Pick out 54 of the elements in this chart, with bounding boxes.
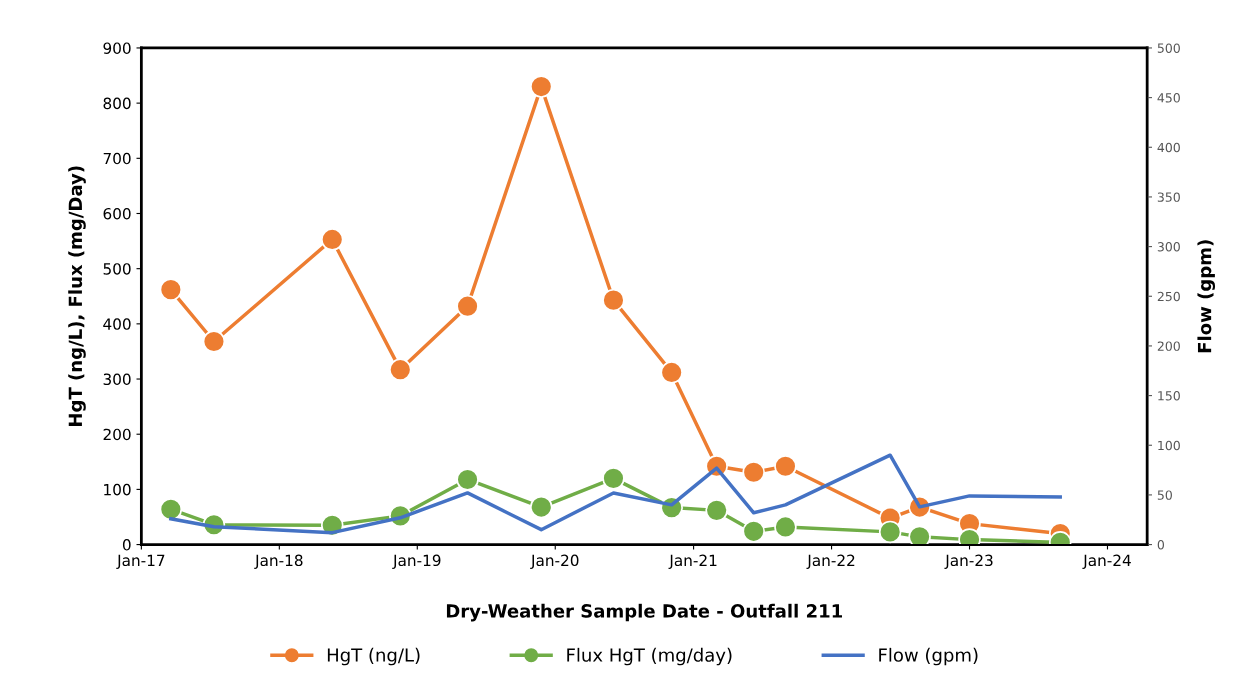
y2-tick-label: 400 <box>1157 142 1180 153</box>
point <box>320 228 344 251</box>
legend-label: Flux HgT (mg/day) <box>567 647 732 666</box>
y-tick-label: 0 <box>122 539 131 551</box>
x-tick-label: Jan-24 <box>1082 554 1131 569</box>
point <box>530 75 553 98</box>
x-tick-label: Jan-17 <box>116 554 165 569</box>
y2-tick-label: 250 <box>1157 291 1180 302</box>
x-tick-label: Jan-18 <box>254 554 303 569</box>
y2-tick-label: 450 <box>1157 93 1180 103</box>
y2-tick-label: 50 <box>1157 490 1172 500</box>
x-tick-label: Jan-23 <box>944 554 993 569</box>
y2-axis-title: Flow (gpm) <box>1197 240 1216 353</box>
y2-tick-label: 0 <box>1157 540 1165 550</box>
point <box>908 525 931 545</box>
point <box>602 288 625 312</box>
y-tick-label: 200 <box>103 428 131 441</box>
legend-label: HgT (ng/L) <box>327 647 420 666</box>
y-tick-label: 600 <box>103 207 131 220</box>
y2-tick-label: 200 <box>1157 341 1180 351</box>
point <box>530 495 553 519</box>
point <box>159 498 183 521</box>
y2-tick-label: 350 <box>1157 192 1180 202</box>
y-tick-label: 500 <box>103 263 131 275</box>
point <box>742 520 765 543</box>
point <box>389 358 412 381</box>
x-axis-title: Dry-Weather Sample Date - Outfall 211 <box>446 603 842 622</box>
point <box>878 520 902 544</box>
y-tick-label: 400 <box>103 318 131 330</box>
y2-tick-label: 100 <box>1158 440 1180 451</box>
y2-tick-label: 300 <box>1157 242 1180 252</box>
point <box>774 515 797 539</box>
point <box>660 361 683 384</box>
point <box>602 467 625 490</box>
point <box>202 330 226 353</box>
y-tick-label: 100 <box>104 483 131 496</box>
y-tick-label: 900 <box>103 42 131 54</box>
y-tick-label: 700 <box>103 152 131 165</box>
x-tick-label: Jan-21 <box>668 554 717 569</box>
y2-tick-label: 150 <box>1158 391 1180 401</box>
point <box>774 454 797 478</box>
y-tick-label: 800 <box>103 97 131 110</box>
point <box>705 499 728 522</box>
point <box>159 278 183 301</box>
x-tick-label: Jan-19 <box>392 554 441 569</box>
y2-tick-label: 500 <box>1157 43 1180 53</box>
y-tick-label: 300 <box>103 373 131 386</box>
point <box>456 468 479 491</box>
point <box>456 294 479 318</box>
legend-label: Flow (gpm) <box>879 647 978 666</box>
point <box>742 461 765 484</box>
y-axis-title: HgT (ng/L), Flux (mg/Day) <box>68 166 86 426</box>
x-tick-label: Jan-22 <box>806 554 855 569</box>
x-tick-label: Jan-20 <box>530 554 579 569</box>
